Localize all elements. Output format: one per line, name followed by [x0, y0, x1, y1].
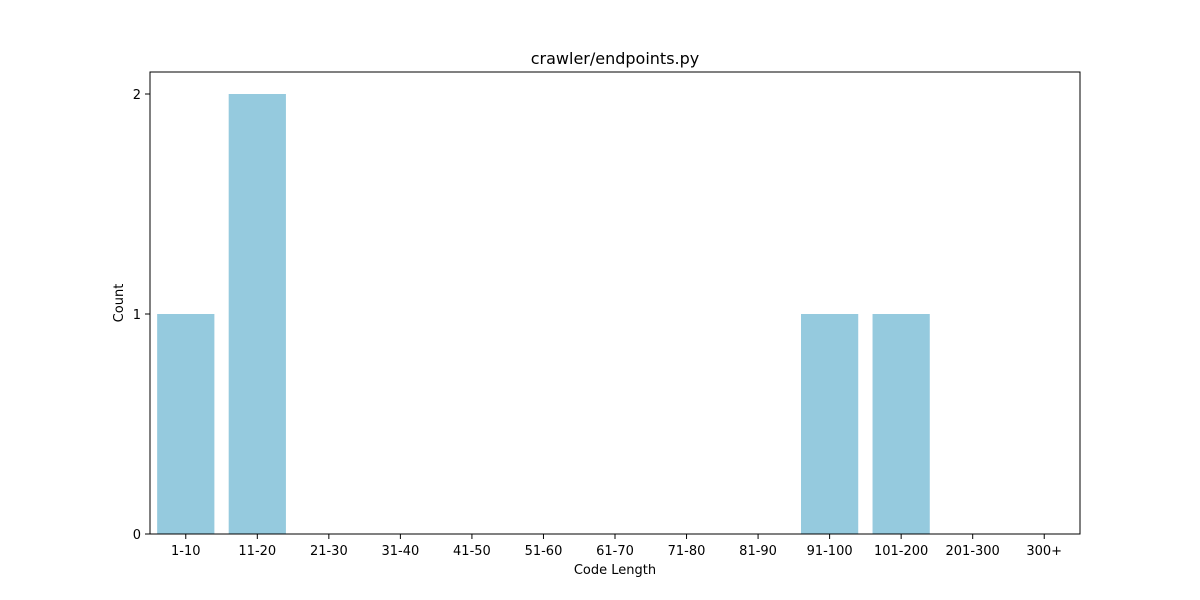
- x-tick-label: 300+: [1026, 544, 1062, 559]
- x-tick-label: 101-200: [874, 544, 928, 559]
- x-tick-label: 11-20: [238, 544, 276, 559]
- y-tick-label: 1: [133, 308, 141, 323]
- bar-91-100: [801, 314, 859, 534]
- x-axis-ticks: 1-10 11-20 21-30 31-40 41-50 51-60 61-70 71-80 8…: [171, 534, 1062, 559]
- x-tick-label: 71-80: [668, 544, 706, 559]
- x-tick-label: 41-50: [453, 544, 491, 559]
- x-tick-label: 1-10: [171, 544, 201, 559]
- x-tick-label: 21-30: [310, 544, 348, 559]
- plot-frame: [149, 71, 1081, 535]
- x-tick-label: 201-300: [946, 544, 1000, 559]
- x-tick-label: 81-90: [739, 544, 777, 559]
- x-tick-label: 31-40: [381, 544, 419, 559]
- x-axis-title: Code Length: [574, 563, 656, 578]
- y-axis-ticks: 0 1 2: [133, 88, 150, 543]
- x-tick-label: 61-70: [596, 544, 634, 559]
- x-tick-label: 51-60: [525, 544, 563, 559]
- chart-title: crawler/endpoints.py: [531, 49, 700, 68]
- y-tick-label: 0: [133, 528, 141, 543]
- bar-101-200: [872, 314, 930, 534]
- bar-11-20: [228, 94, 286, 534]
- y-tick-label: 2: [133, 88, 141, 103]
- x-tick-label: 91-100: [807, 544, 853, 559]
- bar-1-10: [157, 314, 215, 534]
- bar-group: [157, 94, 930, 534]
- y-axis-title: Count: [112, 284, 127, 323]
